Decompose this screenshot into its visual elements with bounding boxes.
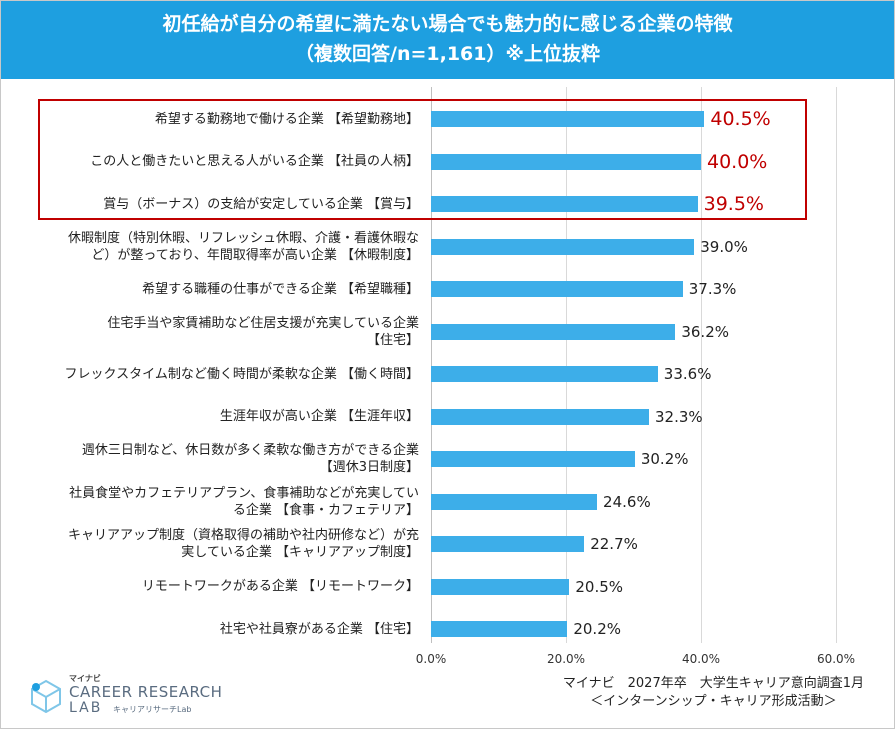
bar <box>431 196 698 212</box>
bar <box>431 578 570 595</box>
value-label: 20.5% <box>575 577 624 596</box>
value-label: 22.7% <box>590 535 638 553</box>
source-note: マイナビ 2027年卒 大学生キャリア意向調査1月 ＜インターンシップ・キャリア… <box>563 675 864 711</box>
gridline <box>431 87 432 643</box>
chart-header: 初任給が自分の希望に満たない場合でも魅力的に感じる企業の特徴 （複数回答/n=1… <box>1 1 894 79</box>
category-label: 社員食堂やカフェテリアプラン、食事補助などが充実してい る企業 【食事・カフェテ… <box>69 485 419 518</box>
bar <box>431 366 658 382</box>
chart-subtitle: （複数回答/n=1,161）※上位抜粋 <box>295 43 600 65</box>
highlight-box <box>38 99 807 220</box>
gridline <box>566 87 567 643</box>
x-tick-label: 0.0% <box>415 652 447 666</box>
value-label: 40.5% <box>710 108 771 130</box>
gridline <box>836 87 837 643</box>
category-label: 賞与（ボーナス）の支給が安定している企業 【賞与】 <box>103 196 419 212</box>
bar <box>431 621 568 637</box>
bar <box>431 323 676 340</box>
bar <box>431 281 683 297</box>
source-line2: ＜インターンシップ・キャリア形成活動＞ <box>590 694 837 709</box>
logo-name-line2: LAB <box>69 700 103 716</box>
value-label: 33.6% <box>663 365 712 383</box>
value-label: 37.3% <box>688 280 737 298</box>
source-line1: マイナビ 2027年卒 大学生キャリア意向調査1月 <box>562 676 864 691</box>
plot-area: 40.5% 40.0% 39.5% 39.0% 37.3% 36.2% 33.6% 32.3%… <box>431 87 851 647</box>
x-tick-label: 20.0% <box>546 652 586 666</box>
logo-small-text: マイナビ <box>69 674 101 683</box>
value-label: 40.0% <box>707 150 768 173</box>
bar <box>431 451 635 467</box>
category-label: フレックスタイム制など働く時間が柔軟な企業 【働く時間】 <box>64 366 419 382</box>
category-label: 休暇制度（特別休暇、リフレッシュ休暇、介護・看護休暇な ど）が整っており、年間取… <box>67 230 419 263</box>
value-label: 24.6% <box>603 492 651 511</box>
x-tick-label: 60.0% <box>816 652 856 666</box>
bar <box>431 111 705 127</box>
category-label: 週休三日制など、休日数が多く柔軟な働き方ができる企業 【週休3日制度】 <box>81 443 419 475</box>
x-tick-label: 40.0% <box>681 652 721 666</box>
category-label: 社宅や社員寮がある企業 【住宅】 <box>219 621 419 637</box>
category-label: 生涯年収が高い企業 【生涯年収】 <box>219 409 419 424</box>
bar <box>431 408 650 425</box>
bar <box>431 536 585 552</box>
category-label: 希望する勤務地で働ける企業 【希望勤務地】 <box>154 111 419 127</box>
value-label: 39.0% <box>700 237 748 256</box>
career-research-lab-logo: マイナビ CAREER RESEARCH LAB キャリアリサーチLab <box>29 673 229 717</box>
category-label: 希望する職種の仕事ができる企業 【希望職種】 <box>142 281 419 297</box>
chart-title: 初任給が自分の希望に満たない場合でも魅力的に感じる企業の特徴 <box>162 13 733 35</box>
bar <box>431 238 695 255</box>
category-label: 住宅手当や家賃補助など住居支援が充実している企業 【住宅】 <box>107 315 419 348</box>
value-label: 32.3% <box>655 407 703 426</box>
value-label: 30.2% <box>640 450 689 468</box>
category-label: キャリアアップ制度（資格取得の補助や社内研修など）が充 実している企業 【キャリ… <box>67 528 419 560</box>
category-label: リモートワークがある企業 【リモートワーク】 <box>141 579 419 594</box>
gridline <box>701 87 702 643</box>
value-label: 39.5% <box>703 193 764 215</box>
logo-japanese-text: キャリアリサーチLab <box>113 705 192 714</box>
bar <box>431 493 598 510</box>
logo-name-line1: CAREER RESEARCH <box>69 683 223 701</box>
category-label: この人と働きたいと思える人がいる企業 【社員の人柄】 <box>90 154 419 169</box>
cube-logo-icon <box>31 679 61 713</box>
value-label: 36.2% <box>681 322 729 341</box>
bar <box>431 153 701 170</box>
value-label: 20.2% <box>573 620 621 638</box>
